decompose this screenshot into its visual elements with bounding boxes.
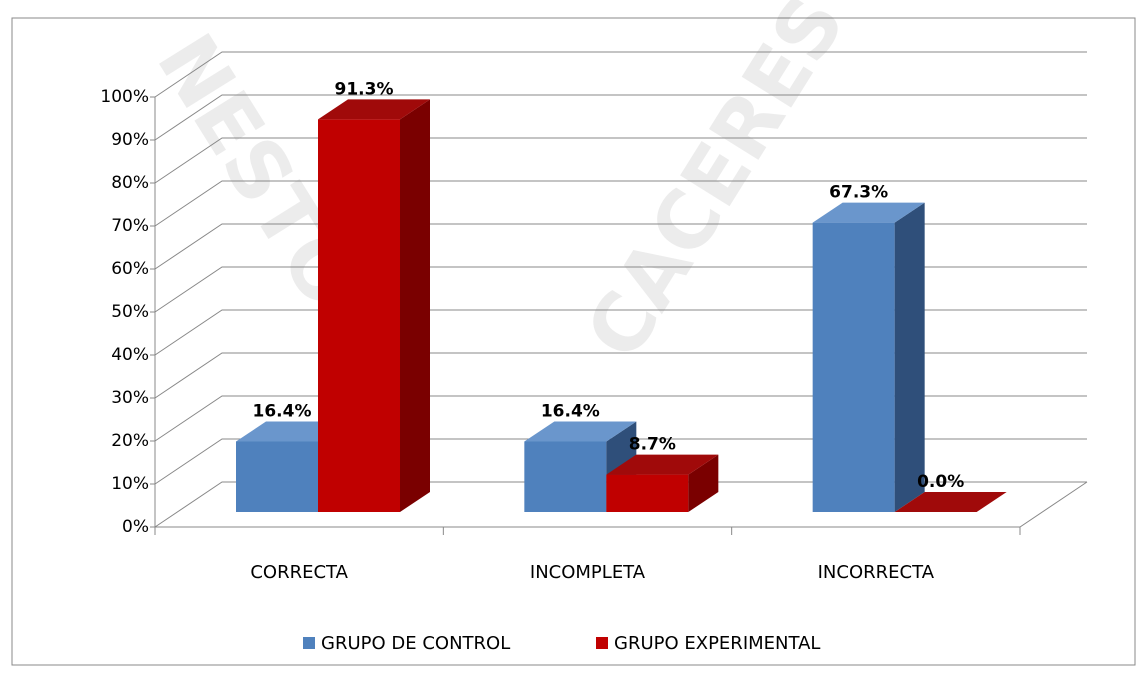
y-tick-label: 90%: [111, 130, 149, 150]
y-tick-label: 30%: [111, 388, 149, 408]
x-tick-label: INCOMPLETA: [530, 562, 646, 583]
bar-top: [606, 454, 719, 475]
grid-line: [154, 51, 1087, 98]
y-tick-label: 10%: [111, 474, 149, 494]
value-label: 16.4%: [541, 401, 600, 421]
grid-line: [154, 481, 1087, 528]
bar-top: [524, 421, 637, 442]
y-tick-label: 50%: [111, 302, 149, 322]
grid-line: [154, 94, 1087, 141]
bar-top: [894, 492, 1007, 512]
chart-frame: [11, 17, 1136, 666]
bar-side: [400, 99, 430, 512]
bar-front: [812, 222, 895, 513]
value-label: 8.7%: [629, 435, 676, 455]
value-label: 0.0%: [917, 472, 964, 492]
bar-side: [894, 202, 925, 513]
x-tick-label: CORRECTA: [250, 562, 348, 583]
bar-front: [524, 441, 607, 512]
bar-side: [688, 454, 719, 512]
legend-swatch: [303, 637, 315, 649]
grid-line: [154, 438, 1087, 485]
grid-line: [154, 137, 1087, 184]
grid-line: [154, 395, 1087, 442]
y-tick-label: 0%: [122, 517, 149, 537]
grid-line: [154, 180, 1087, 227]
value-label: 67.3%: [829, 183, 888, 203]
grid-line: [154, 266, 1087, 313]
y-tick-label: 70%: [111, 216, 149, 236]
grid-line: [154, 352, 1087, 399]
value-label: 91.3%: [335, 79, 394, 99]
bar-front: [318, 119, 400, 512]
y-tick-label: 100%: [100, 87, 149, 107]
y-tick-label: 40%: [111, 345, 149, 365]
value-label: 16.4%: [253, 401, 312, 421]
bar-front: [606, 474, 689, 512]
y-tick-label: 60%: [111, 259, 149, 279]
legend-swatch: [596, 637, 608, 649]
bar-top: [812, 202, 925, 223]
bar-front: [236, 441, 318, 512]
y-tick-label: 20%: [111, 431, 149, 451]
legend-label: GRUPO EXPERIMENTAL: [614, 633, 820, 654]
grid-line: [154, 223, 1087, 270]
x-tick-label: INCORRECTA: [818, 562, 935, 583]
legend-label: GRUPO DE CONTROL: [321, 633, 510, 654]
grid-line: [154, 309, 1087, 356]
bar-top: [318, 99, 430, 120]
y-tick-label: 80%: [111, 173, 149, 193]
